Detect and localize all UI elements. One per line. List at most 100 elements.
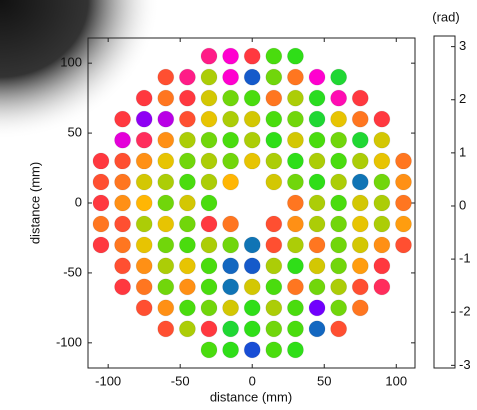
phase-point	[286, 152, 304, 170]
phase-point	[200, 341, 218, 359]
phase-point	[200, 89, 218, 107]
phase-point	[265, 89, 283, 107]
phase-point	[330, 152, 348, 170]
phase-point	[157, 152, 175, 170]
colorbar-tick-label: 0	[459, 197, 466, 212]
phase-point	[157, 236, 175, 254]
phase-point	[178, 257, 196, 275]
phase-point	[351, 194, 369, 212]
phase-point	[200, 215, 218, 233]
phase-point	[286, 278, 304, 296]
phase-point	[135, 299, 153, 317]
phase-point	[351, 236, 369, 254]
phase-point	[135, 173, 153, 191]
phase-point	[308, 215, 326, 233]
phase-point	[178, 299, 196, 317]
phase-point	[157, 173, 175, 191]
y-tick-label: -100	[56, 334, 82, 349]
phase-point	[286, 89, 304, 107]
phase-point	[222, 341, 240, 359]
phase-point	[308, 320, 326, 338]
phase-point	[135, 257, 153, 275]
phase-point	[373, 236, 391, 254]
phase-point	[157, 68, 175, 86]
phase-point	[330, 236, 348, 254]
phase-point	[351, 173, 369, 191]
phase-point	[178, 152, 196, 170]
phase-point	[157, 320, 175, 338]
phase-point	[92, 194, 110, 212]
phase-point	[222, 236, 240, 254]
phase-point	[351, 131, 369, 149]
phase-point	[330, 215, 348, 233]
phase-point	[114, 278, 132, 296]
phase-point	[351, 278, 369, 296]
phase-point	[351, 215, 369, 233]
phase-point	[222, 320, 240, 338]
phase-point	[286, 194, 304, 212]
phase-point	[92, 152, 110, 170]
x-tick-label: 0	[249, 373, 256, 388]
phase-point	[200, 173, 218, 191]
phase-point	[265, 173, 283, 191]
phase-point	[222, 89, 240, 107]
phase-point	[157, 278, 175, 296]
phase-point	[157, 257, 175, 275]
phase-point	[286, 257, 304, 275]
phase-point	[330, 68, 348, 86]
phase-point	[114, 152, 132, 170]
phase-point	[222, 215, 240, 233]
phase-point	[243, 152, 261, 170]
phase-point	[286, 131, 304, 149]
phase-point	[330, 299, 348, 317]
phase-point	[373, 278, 391, 296]
phase-point	[200, 131, 218, 149]
phase-point	[200, 278, 218, 296]
phase-point	[243, 299, 261, 317]
colorbar-tick-label: -3	[459, 357, 471, 372]
phase-point	[308, 131, 326, 149]
y-tick-label: -50	[63, 264, 82, 279]
colorbar-tick-label: 1	[459, 144, 466, 159]
phase-point	[157, 299, 175, 317]
phase-point	[286, 215, 304, 233]
phase-point	[243, 110, 261, 128]
y-axis-label: distance (mm)	[27, 162, 42, 244]
phase-point	[222, 299, 240, 317]
phase-point	[114, 257, 132, 275]
phase-point	[330, 320, 348, 338]
phase-point	[157, 110, 175, 128]
phase-point	[243, 68, 261, 86]
phase-point	[394, 173, 412, 191]
phase-point	[157, 89, 175, 107]
phase-point	[222, 173, 240, 191]
phase-point	[394, 152, 412, 170]
phase-point	[243, 236, 261, 254]
phase-point	[286, 110, 304, 128]
x-axis-label: distance (mm)	[210, 389, 292, 404]
phase-point	[308, 299, 326, 317]
phase-point	[200, 236, 218, 254]
phase-point	[178, 131, 196, 149]
phase-point	[92, 173, 110, 191]
phase-point	[286, 68, 304, 86]
phase-point	[178, 68, 196, 86]
phase-point	[114, 173, 132, 191]
y-tick-label: 100	[60, 55, 82, 70]
phase-point	[135, 152, 153, 170]
phase-point	[178, 89, 196, 107]
phase-point	[92, 236, 110, 254]
phase-point	[351, 110, 369, 128]
phase-point	[178, 278, 196, 296]
y-tick-label: 0	[75, 194, 82, 209]
phase-point	[200, 320, 218, 338]
phase-point	[286, 236, 304, 254]
colorbar-tick-label: 2	[459, 91, 466, 106]
phase-point	[135, 236, 153, 254]
colorbar-label: (rad)	[432, 9, 459, 24]
phase-point	[200, 47, 218, 65]
phase-point	[265, 47, 283, 65]
colorbar-tick-label: 3	[459, 38, 466, 53]
phase-point	[330, 278, 348, 296]
phase-point	[200, 110, 218, 128]
